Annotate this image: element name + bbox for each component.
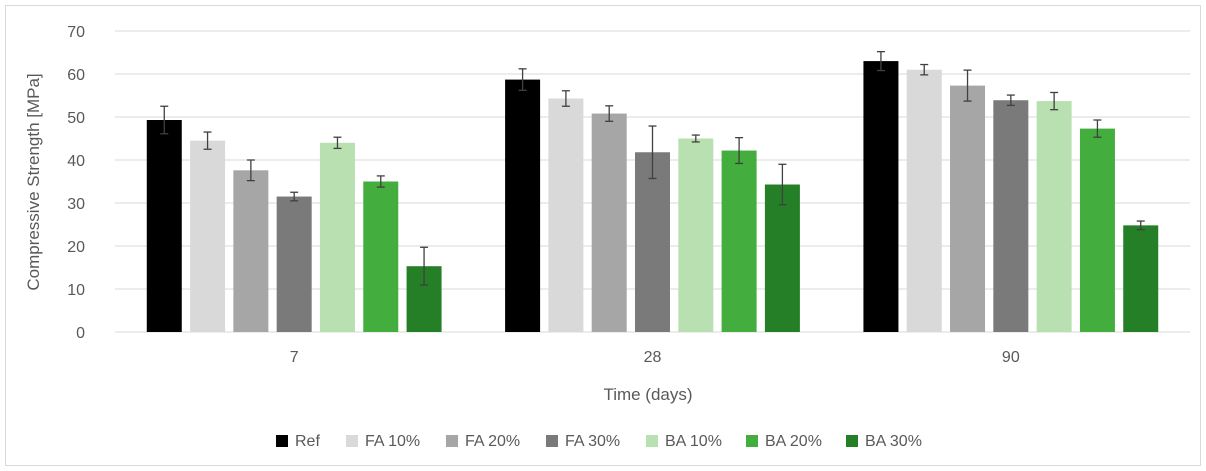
legend-swatch — [546, 435, 558, 447]
bar — [950, 85, 986, 332]
legend-label: BA 10% — [665, 433, 722, 450]
y-tick-label: 10 — [67, 282, 85, 299]
y-tick-label: 20 — [67, 239, 85, 256]
bars — [146, 50, 1159, 332]
bar — [635, 152, 670, 332]
x-tick-label: 7 — [290, 349, 299, 366]
bar — [505, 79, 541, 332]
legend-label: FA 20% — [465, 433, 520, 450]
error-bar — [735, 136, 744, 165]
y-axis-title: Compressive Strength [MPa] — [24, 73, 43, 290]
bar — [548, 98, 584, 332]
x-axis-title: Time (days) — [603, 385, 692, 404]
bar — [591, 113, 627, 332]
bar — [764, 184, 800, 332]
legend-swatch — [446, 435, 458, 447]
error-bar — [691, 134, 700, 143]
error-bar — [290, 191, 299, 202]
bar — [1036, 101, 1072, 332]
error-bar — [246, 159, 255, 182]
error-bar — [376, 175, 385, 188]
error-bar — [1093, 119, 1102, 138]
legend-swatch — [846, 435, 858, 447]
error-bar — [876, 50, 885, 72]
bar — [276, 196, 312, 332]
legend-label: FA 30% — [565, 433, 620, 450]
bar — [1079, 128, 1115, 332]
bar — [190, 140, 226, 332]
bar — [1123, 225, 1159, 332]
bar — [678, 138, 714, 332]
error-bar — [1050, 91, 1059, 111]
bar — [863, 61, 899, 332]
error-bar — [920, 63, 929, 76]
y-tick-label: 40 — [67, 153, 85, 170]
bar — [721, 150, 757, 332]
error-bar — [648, 125, 657, 180]
error-bar — [561, 90, 570, 107]
y-tick-label: 50 — [67, 110, 85, 127]
legend-swatch — [276, 435, 288, 447]
error-bar — [518, 68, 527, 91]
bar — [146, 120, 182, 332]
error-bar — [1136, 220, 1145, 231]
legend-label: BA 20% — [765, 433, 822, 450]
bar — [906, 69, 942, 332]
legend-label: Ref — [295, 433, 320, 450]
legend-item: FA 10% — [346, 433, 420, 450]
error-bar — [963, 69, 972, 102]
bar — [233, 170, 269, 332]
legend-item: FA 20% — [446, 433, 520, 450]
bar — [993, 100, 1029, 332]
error-bar — [605, 105, 614, 122]
bar — [363, 181, 399, 332]
y-tick-label: 60 — [67, 67, 85, 84]
legend-label: BA 30% — [865, 433, 922, 450]
error-bar — [778, 163, 787, 206]
legend-item: BA 30% — [846, 433, 922, 450]
legend-item: BA 10% — [646, 433, 722, 450]
legend-swatch — [346, 435, 358, 447]
error-bar — [333, 136, 342, 150]
x-tick-label: 28 — [644, 349, 662, 366]
x-tick-label: 90 — [1002, 349, 1020, 366]
legend: Ref FA 10% FA 20% FA 30% BA 10% BA 20% BA 30% — [276, 433, 922, 450]
legend-item: BA 20% — [746, 433, 822, 450]
bar — [319, 142, 355, 332]
x-tick-labels: 7 28 90 — [290, 349, 1020, 366]
y-tick-label: 70 — [67, 24, 85, 41]
y-tick-label: 0 — [76, 325, 85, 342]
error-bar — [1006, 94, 1015, 107]
legend-item: FA 30% — [546, 433, 620, 450]
error-bar — [203, 131, 212, 150]
legend-label: FA 10% — [365, 433, 420, 450]
error-bar — [160, 105, 169, 135]
legend-swatch — [646, 435, 658, 447]
y-tick-labels: 0 10 20 30 40 50 60 70 — [67, 24, 85, 342]
legend-item: Ref — [276, 433, 320, 450]
error-bar — [420, 246, 429, 286]
y-tick-label: 30 — [67, 196, 85, 213]
legend-swatch — [746, 435, 758, 447]
